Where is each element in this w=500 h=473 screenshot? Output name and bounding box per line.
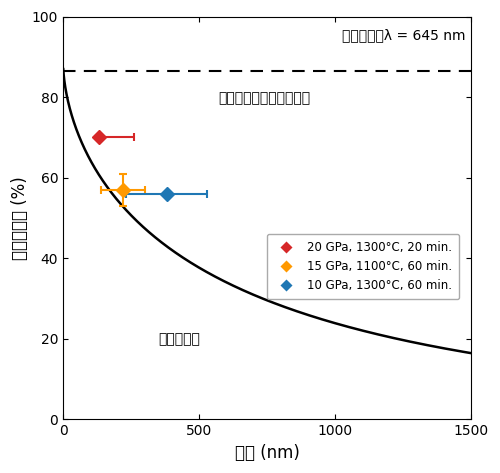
Text: 光の波長：λ = 645 nm: 光の波長：λ = 645 nm bbox=[342, 29, 465, 43]
Y-axis label: 光の透過率 (%): 光の透過率 (%) bbox=[11, 176, 29, 260]
Legend: 20 GPa, 1300°C, 20 min., 15 GPa, 1100°C, 60 min., 10 GPa, 1300°C, 60 min.: 20 GPa, 1300°C, 20 min., 15 GPa, 1100°C,… bbox=[267, 234, 460, 299]
X-axis label: 粒径 (nm): 粒径 (nm) bbox=[235, 444, 300, 462]
Text: グロシュラーガーネット: グロシュラーガーネット bbox=[218, 91, 310, 105]
Text: ヒスイ輝石: ヒスイ輝石 bbox=[158, 332, 200, 346]
